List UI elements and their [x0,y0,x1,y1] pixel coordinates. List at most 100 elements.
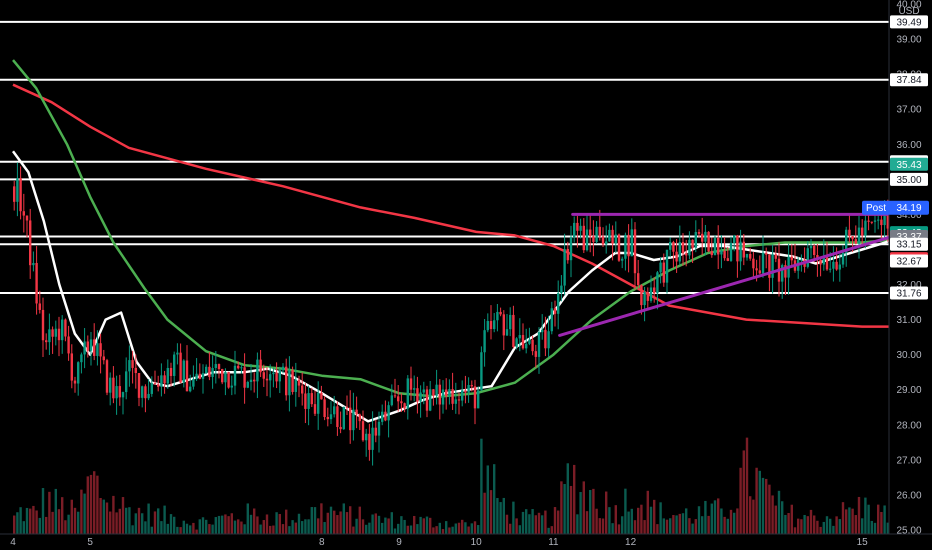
candle-body [198,373,201,379]
candle-body [739,241,742,262]
candle-body [493,320,496,330]
volume-bar [681,513,685,534]
volume-bar [275,512,278,534]
candle-body [336,406,339,427]
volume-bar [761,477,765,534]
candle-body [672,241,675,252]
volume-bar [685,508,688,534]
volume-bar [528,514,531,534]
volume-bar [835,516,838,534]
candle-body [221,369,224,383]
volume-bar [29,508,32,534]
candle-body [192,379,195,387]
candle-body [166,367,169,384]
candle-body [720,250,723,255]
x-tick-label: 9 [396,537,402,548]
volume-bar [489,490,493,534]
candle-body [416,388,419,402]
volume-bar [134,513,137,534]
candle-body [809,246,813,249]
x-tick-label: 15 [857,537,869,548]
candle-body [464,390,467,393]
candle-body [640,285,643,306]
volume-bar [733,512,736,534]
y-tick-label: 26.00 [896,490,921,501]
volume-bar [793,527,797,534]
candle-body [358,414,361,422]
candle-body [86,341,89,351]
candle-body [160,375,163,387]
candle-body [125,371,128,393]
candle-body [61,319,64,341]
volume-bar [576,514,579,534]
x-tick-label: 11 [548,537,559,548]
candle-body [307,393,310,409]
candle-body [880,219,883,226]
volume-bar [128,507,131,534]
volume-bar [729,509,733,534]
volume-bar [499,502,502,534]
candlesticks[interactable] [13,162,932,466]
volume-bar [342,503,345,534]
candle-body [182,360,185,383]
volume-bar [851,508,854,534]
volume-bar [579,492,582,534]
candle-body [691,239,694,248]
candle-body [457,399,461,401]
candle-body [512,314,515,347]
volume-bar [669,518,672,534]
volume-bar [547,527,550,534]
price-badge [890,237,928,251]
candle-body [179,352,182,383]
candle-body [528,339,531,344]
candle-body [70,353,73,381]
volume-bar [77,511,80,534]
candle-body [633,229,637,274]
y-tick-label: 27.00 [896,455,921,466]
candle-body [397,396,400,402]
volume-bar [787,513,790,534]
candle-body [326,417,329,420]
volume-bar [349,506,352,534]
candle-body [233,365,237,386]
volume-bar [710,503,713,534]
candle-body [701,233,704,242]
volume-bar [259,524,262,534]
candle-body [16,178,19,202]
volume-bar [502,497,505,534]
candle-body [35,262,38,304]
candle-body [109,377,112,393]
y-axis-ticks: 40.0039.0038.0037.0036.0034.0032.0031.00… [896,0,921,537]
volume-bar [67,514,70,534]
candle-body [541,329,544,333]
volume-bar [857,496,861,534]
volume-bar [326,512,329,534]
candle-body [489,321,493,330]
volume-bar [278,514,281,534]
volume-bar [112,495,115,534]
candle-body [441,389,445,405]
candle-body [45,340,48,343]
candle-body [768,254,771,278]
volume-bar [566,463,569,534]
candle-body [646,291,649,301]
candle-body [525,343,528,349]
volume-bar [86,476,89,534]
volume-bar [240,521,243,534]
time-axis-panel[interactable] [0,534,932,550]
candle-body [659,262,662,273]
volume-bar [13,515,16,534]
candle-body [467,384,470,393]
candle-body [25,215,29,221]
candle-body [678,242,681,262]
volume-bar [544,510,547,534]
candle-body [758,270,761,274]
price-badge-label: 32.67 [896,257,921,268]
volume-bar [345,512,349,534]
candle-body [784,265,787,278]
x-tick-label: 10 [471,537,483,548]
candle-body [93,339,96,356]
candle-body [547,331,550,349]
candle-body [361,421,365,441]
